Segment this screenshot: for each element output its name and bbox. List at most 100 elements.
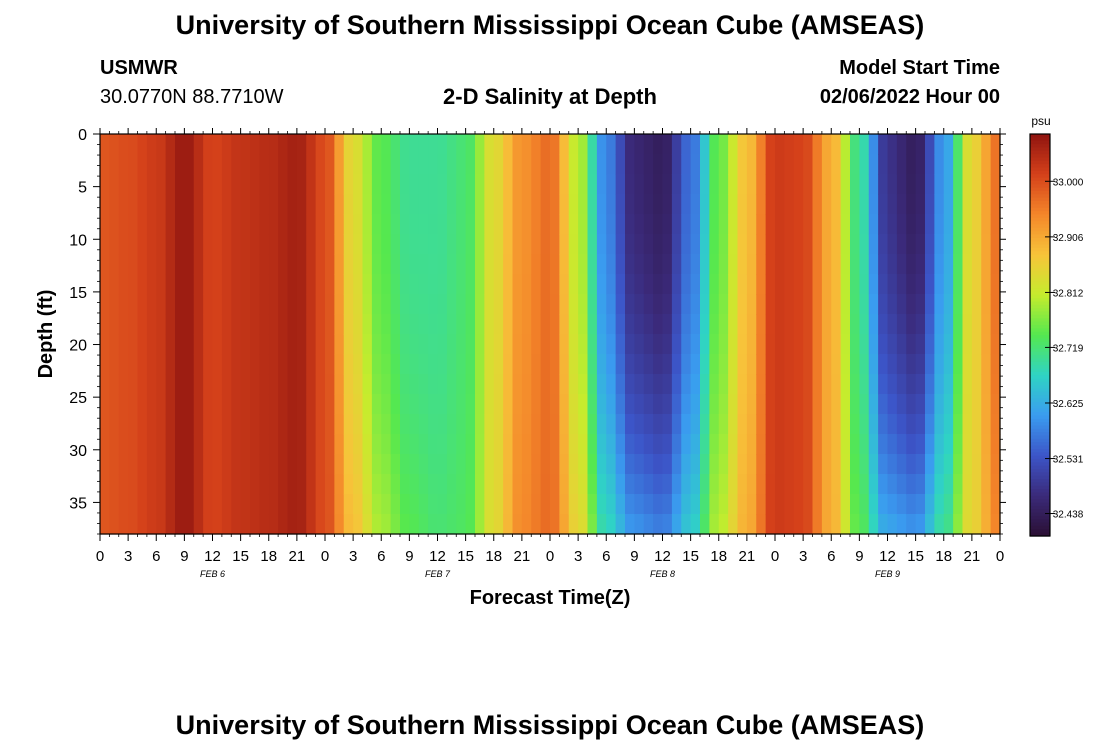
heatmap-cell bbox=[250, 354, 260, 375]
heatmap-cell bbox=[850, 434, 860, 455]
heatmap-cell bbox=[221, 214, 232, 235]
heatmap-cell bbox=[878, 194, 889, 215]
heatmap-cell bbox=[334, 394, 345, 415]
heatmap-cell bbox=[212, 134, 223, 155]
heatmap-cell bbox=[756, 314, 767, 335]
heatmap-cell bbox=[465, 274, 476, 295]
heatmap-cell bbox=[709, 294, 720, 315]
heatmap-cell bbox=[821, 194, 832, 215]
heatmap-cell bbox=[896, 314, 907, 335]
heatmap-cell bbox=[315, 494, 326, 515]
heatmap-cell bbox=[803, 374, 814, 395]
heatmap-cell bbox=[296, 474, 307, 495]
heatmap-cell bbox=[868, 394, 879, 415]
heatmap-cell bbox=[925, 274, 935, 295]
heatmap-cell bbox=[315, 374, 326, 395]
heatmap-cell bbox=[156, 254, 167, 275]
heatmap-cell bbox=[662, 514, 673, 535]
heatmap-cell bbox=[906, 314, 917, 335]
heatmap-cell bbox=[625, 494, 635, 515]
heatmap-cell bbox=[606, 474, 617, 495]
heatmap-cell bbox=[184, 434, 195, 455]
heatmap-cell bbox=[250, 494, 260, 515]
heatmap-cell bbox=[690, 314, 701, 335]
heatmap-cell bbox=[981, 174, 992, 195]
heatmap-cell bbox=[878, 234, 889, 255]
colorbar-segment bbox=[1030, 519, 1050, 524]
heatmap-cell bbox=[700, 274, 710, 295]
heatmap-cell bbox=[906, 374, 917, 395]
colorbar-segment bbox=[1030, 157, 1050, 162]
heatmap-cell bbox=[953, 434, 964, 455]
heatmap-cell bbox=[943, 354, 954, 375]
heatmap-cell bbox=[287, 254, 298, 275]
heatmap-cell bbox=[137, 494, 148, 515]
y-tick-label: 10 bbox=[69, 232, 87, 249]
heatmap-cell bbox=[559, 414, 570, 435]
heatmap-cell bbox=[981, 414, 992, 435]
heatmap-cell bbox=[428, 514, 439, 535]
heatmap-cell bbox=[540, 494, 551, 515]
heatmap-cell bbox=[859, 214, 870, 235]
heatmap-cell bbox=[118, 394, 129, 415]
heatmap-cell bbox=[446, 174, 457, 195]
heatmap-cell bbox=[343, 154, 354, 175]
heatmap-cell bbox=[568, 354, 579, 375]
heatmap-cell bbox=[578, 374, 589, 395]
heatmap-cell bbox=[700, 334, 710, 355]
y-tick-label: 35 bbox=[69, 495, 87, 512]
colorbar-segment bbox=[1030, 495, 1050, 500]
heatmap-cells bbox=[100, 134, 1001, 535]
heatmap-cell bbox=[746, 194, 757, 215]
heatmap-cell bbox=[625, 374, 635, 395]
heatmap-cell bbox=[831, 294, 842, 315]
heatmap-cell bbox=[100, 334, 110, 355]
heatmap-cell bbox=[746, 154, 757, 175]
heatmap-cell bbox=[250, 154, 260, 175]
heatmap-cell bbox=[503, 494, 514, 515]
heatmap-cell bbox=[146, 414, 157, 435]
heatmap-cell bbox=[606, 414, 617, 435]
heatmap-cell bbox=[962, 194, 973, 215]
heatmap-cell bbox=[775, 394, 785, 415]
colorbar-segment bbox=[1030, 264, 1050, 269]
heatmap-cell bbox=[287, 354, 298, 375]
heatmap-cell bbox=[925, 494, 935, 515]
x-tick-label: 3 bbox=[799, 548, 807, 565]
heatmap-cell bbox=[259, 214, 270, 235]
heatmap-cell bbox=[325, 354, 335, 375]
heatmap-cell bbox=[278, 354, 289, 375]
heatmap-cell bbox=[756, 214, 767, 235]
heatmap-cell bbox=[981, 154, 992, 175]
heatmap-cell bbox=[240, 134, 251, 155]
heatmap-cell bbox=[315, 294, 326, 315]
heatmap-cell bbox=[578, 294, 589, 315]
heatmap-cell bbox=[109, 334, 120, 355]
colorbar-segment bbox=[1030, 378, 1050, 383]
heatmap-cell bbox=[615, 214, 626, 235]
heatmap-cell bbox=[128, 354, 139, 375]
heatmap-cell bbox=[643, 134, 654, 155]
heatmap-cell bbox=[896, 334, 907, 355]
heatmap-cell bbox=[653, 394, 664, 415]
heatmap-cell bbox=[878, 474, 889, 495]
colorbar-segment bbox=[1030, 388, 1050, 393]
heatmap-cell bbox=[146, 274, 157, 295]
heatmap-cell bbox=[568, 194, 579, 215]
heatmap-cell bbox=[671, 434, 682, 455]
heatmap-cell bbox=[662, 134, 673, 155]
colorbar-segment bbox=[1030, 502, 1050, 507]
heatmap-cell bbox=[962, 474, 973, 495]
colorbar-segment bbox=[1030, 201, 1050, 205]
heatmap-cell bbox=[212, 314, 223, 335]
heatmap-cell bbox=[315, 334, 326, 355]
heatmap-cell bbox=[765, 214, 776, 235]
x-tick-label: 6 bbox=[602, 548, 610, 565]
heatmap-cell bbox=[400, 214, 410, 235]
heatmap-cell bbox=[681, 254, 692, 275]
heatmap-cell bbox=[540, 354, 551, 375]
heatmap-cell bbox=[746, 294, 757, 315]
heatmap-cell bbox=[296, 174, 307, 195]
heatmap-cell bbox=[212, 254, 223, 275]
heatmap-cell bbox=[203, 134, 214, 155]
